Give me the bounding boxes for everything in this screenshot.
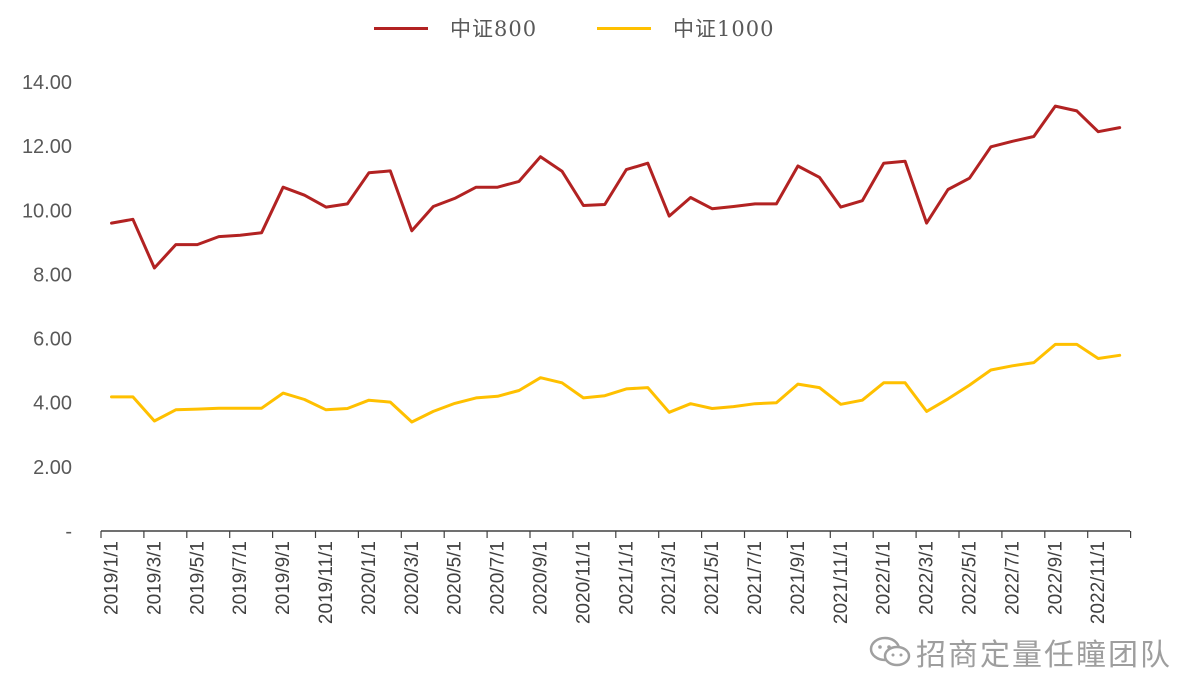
y-tick-label: 10.00	[22, 200, 72, 222]
x-tick-label: 2022/5/1	[960, 541, 981, 615]
x-tick-label: 2019/9/1	[273, 541, 294, 615]
x-tick-label: 2022/3/1	[917, 541, 938, 615]
x-tick-label: 2019/7/1	[230, 541, 251, 615]
legend-swatch-series-1	[374, 26, 428, 30]
x-tick-label: 2020/3/1	[402, 541, 423, 615]
x-tick-label: 2021/3/1	[659, 541, 680, 615]
x-tick-label: 2020/9/1	[531, 541, 552, 615]
legend-label-series-1: 中证800	[450, 17, 538, 41]
x-tick-label: 2021/11/1	[831, 541, 852, 624]
y-tick-label: 4.00	[33, 393, 72, 415]
y-tick-label: -	[65, 521, 72, 543]
x-tick-label: 2022/7/1	[1002, 541, 1023, 615]
legend: 中证800 中证1000	[0, 10, 1182, 46]
watermark-text: 招商定量任瞳团队	[916, 638, 1172, 673]
x-tick-label: 2022/11/1	[1088, 541, 1109, 624]
y-tick-label: 14.00	[22, 72, 72, 94]
x-tick-label: 2021/5/1	[702, 541, 723, 615]
legend-item-series-2[interactable]: 中证1000	[597, 10, 774, 46]
x-tick-label: 2022/1/1	[874, 541, 895, 615]
watermark: 招商定量任瞳团队	[868, 632, 1172, 673]
x-tick-label: 2020/1/1	[359, 541, 380, 615]
y-tick-label: 8.00	[33, 264, 72, 286]
x-tick-label: 2021/7/1	[745, 541, 766, 615]
x-tick-label: 2020/7/1	[488, 541, 509, 615]
x-tick-label: 2020/5/1	[445, 541, 466, 615]
x-tick-label: 2020/11/1	[573, 541, 594, 624]
x-tick-label: 2022/9/1	[1045, 541, 1066, 615]
y-tick-label: 12.00	[22, 136, 72, 158]
x-tick-label: 2021/9/1	[788, 541, 809, 615]
x-tick-label: 2019/1/1	[102, 541, 123, 615]
wechat-icon	[869, 636, 911, 667]
series-line-1[interactable]	[110, 104, 1122, 270]
legend-label-series-2: 中证1000	[673, 17, 775, 41]
y-tick-label: 2.00	[33, 457, 72, 479]
x-tick-label: 2019/11/1	[316, 541, 337, 624]
x-tick-label: 2019/3/1	[144, 541, 165, 615]
legend-item-series-1[interactable]: 中证800	[374, 10, 537, 46]
y-tick-label: 6.00	[33, 329, 72, 351]
x-tick-label: 2021/1/1	[616, 541, 637, 615]
x-tick-label: 2019/5/1	[187, 541, 208, 615]
legend-swatch-series-2	[597, 26, 651, 30]
series-line-2[interactable]	[110, 342, 1122, 424]
